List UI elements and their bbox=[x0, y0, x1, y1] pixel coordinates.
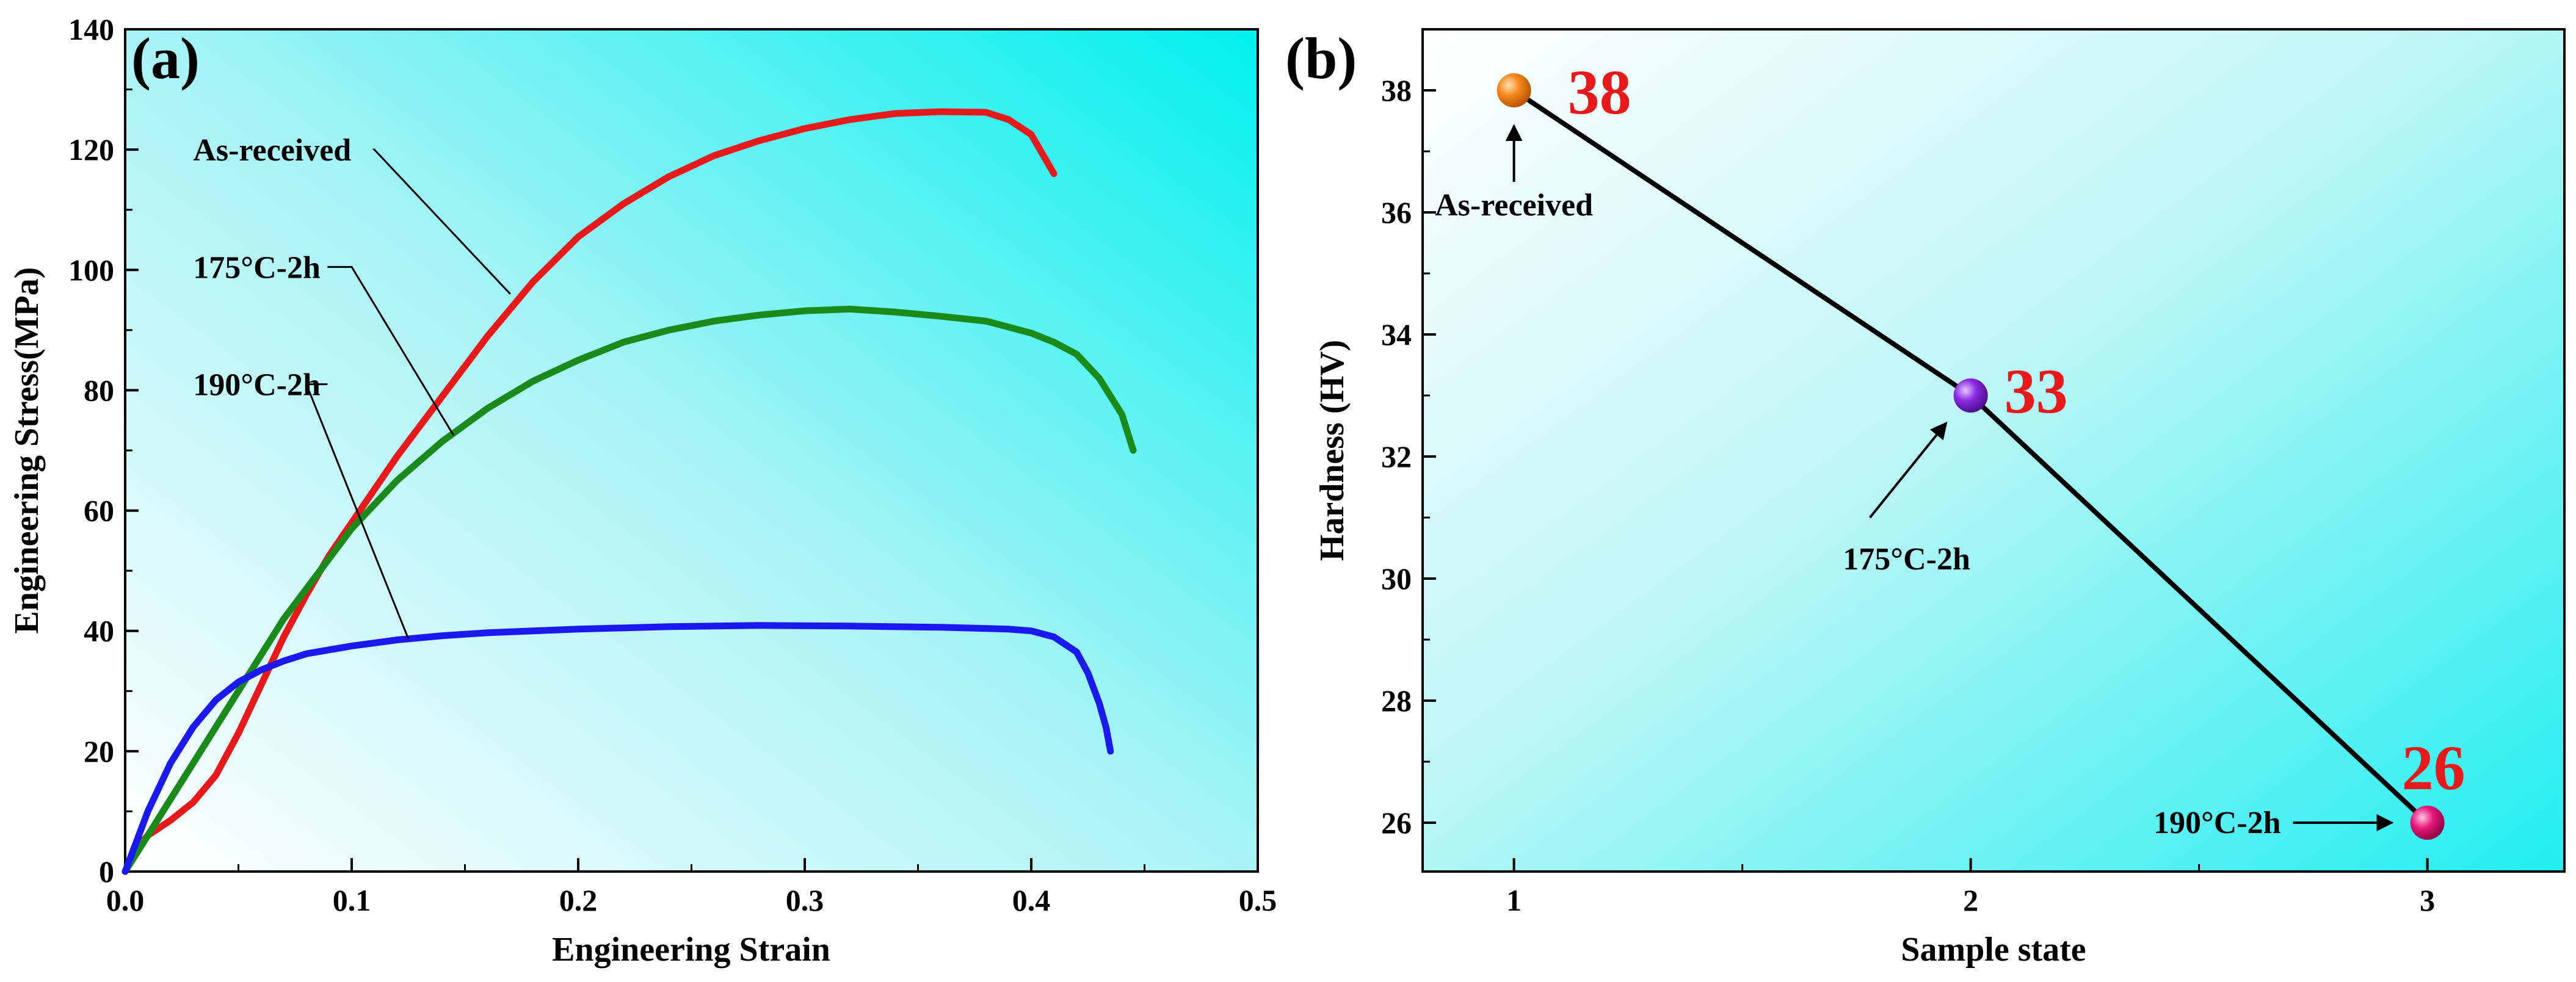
value-label: 33 bbox=[2005, 356, 2068, 427]
annotation-label-190c-2h: 190°C-2h bbox=[193, 368, 321, 403]
annotation-label-as-received: As-received bbox=[1435, 188, 1593, 223]
panel-tag-b: (b) bbox=[1285, 26, 1357, 91]
plot-area-b bbox=[1421, 28, 2566, 873]
x-tick-label-a: 0.5 bbox=[1239, 883, 1277, 917]
x-tick-label-b: 3 bbox=[2420, 883, 2435, 917]
series-line-as-received bbox=[122, 108, 1058, 875]
y-tick-label-a: 0 bbox=[99, 854, 114, 889]
x-tick-label-a: 0.3 bbox=[786, 883, 824, 917]
y-tick-label-a: 40 bbox=[84, 614, 114, 648]
x-tick-label-a: 0.2 bbox=[559, 883, 598, 917]
y-tick-label-b: 28 bbox=[1381, 684, 1412, 718]
y-tick-label-a: 100 bbox=[68, 253, 114, 287]
panel-a: 0.0 0.1 0.2 0.3 0.4 0.5 0 20 40 60 80 100 120 140 As-… bbox=[8, 12, 1277, 969]
annotation-label-as-received: As-received bbox=[193, 133, 351, 168]
y-tick-label-a: 140 bbox=[68, 12, 114, 46]
annotation-label-175c-2h: 175°C-2h bbox=[1843, 542, 1970, 577]
x-axis-title-b: Sample state bbox=[1901, 931, 2086, 969]
y-axis-title-b: Hardness (HV) bbox=[1313, 340, 1351, 561]
y-tick-label-a: 60 bbox=[84, 494, 114, 528]
y-tick-label-b: 26 bbox=[1381, 806, 1412, 840]
x-tick-label-a: 0.0 bbox=[106, 883, 145, 917]
y-tick-label-b: 36 bbox=[1381, 195, 1412, 229]
x-tick-label-a: 0.4 bbox=[1012, 883, 1051, 917]
y-tick-label-b: 30 bbox=[1381, 561, 1412, 596]
panel-tag-a: (a) bbox=[131, 26, 200, 91]
annotation-label-175c-2h: 175°C-2h bbox=[193, 250, 321, 285]
data-point bbox=[1953, 378, 1988, 413]
annotations-b: As-received 175°C-2h 190°C-2h bbox=[1435, 124, 2394, 840]
annotation-arrow-175c-2h bbox=[1869, 421, 1948, 519]
axis-ticks-b: 1 2 3 26 28 30 32 34 36 38 bbox=[1381, 73, 2435, 917]
data-point bbox=[1497, 73, 1531, 107]
value-label: 26 bbox=[2402, 733, 2465, 803]
x-tick-label-a: 0.1 bbox=[333, 883, 371, 917]
y-tick-label-a: 80 bbox=[84, 373, 114, 407]
y-tick-label-b: 32 bbox=[1381, 439, 1412, 474]
y-tick-label-b: 38 bbox=[1381, 73, 1412, 107]
y-tick-label-a: 20 bbox=[84, 734, 114, 768]
x-tick-label-b: 2 bbox=[1963, 883, 1978, 917]
annotation-leader-190c-2h bbox=[305, 383, 410, 640]
series-group-a bbox=[122, 108, 1137, 875]
annotations-a: As-received 175°C-2h 190°C-2h bbox=[193, 133, 511, 640]
series-line-175c-2h bbox=[122, 305, 1137, 875]
series-group-b: 38 33 26 bbox=[1497, 57, 2465, 840]
annotation-label-190c-2h: 190°C-2h bbox=[2153, 806, 2281, 840]
annotation-leader-as-received bbox=[372, 148, 511, 295]
y-tick-label-b: 34 bbox=[1381, 317, 1412, 352]
annotation-leader-175c-2h bbox=[327, 265, 455, 436]
series-line-190c-2h bbox=[122, 622, 1114, 875]
panel-b: 1 2 3 26 28 30 32 34 36 38 38 33 26 As-received 175°… bbox=[1285, 26, 2566, 969]
value-label: 38 bbox=[1568, 57, 1631, 128]
x-axis-title-a: Engineering Strain bbox=[552, 931, 830, 969]
data-point bbox=[2410, 806, 2445, 840]
y-tick-label-a: 120 bbox=[68, 132, 114, 167]
x-tick-label-b: 1 bbox=[1506, 883, 1522, 917]
y-axis-title-a: Engineering Stress(MPa) bbox=[8, 267, 46, 634]
axis-ticks-a: 0.0 0.1 0.2 0.3 0.4 0.5 0 20 40 60 80 100 120 140 bbox=[68, 12, 1277, 917]
